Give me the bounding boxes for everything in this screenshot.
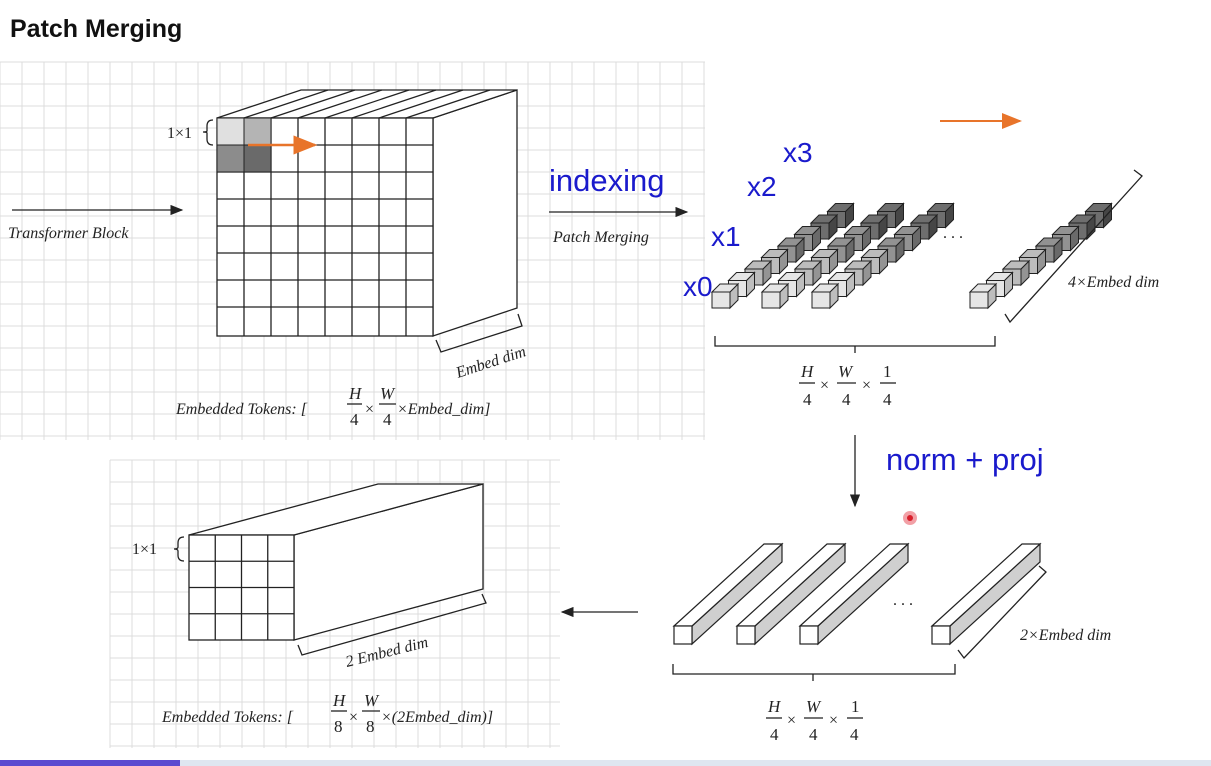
ellipsis-top: . . . — [943, 225, 963, 242]
projected-bar-top — [930, 543, 1042, 627]
width-brace-bottom — [672, 664, 956, 675]
cell-x3 — [243, 144, 272, 173]
transformer-block-label: Transformer Block — [8, 225, 129, 242]
x2-label: x2 — [747, 171, 777, 202]
cell-size-brace — [202, 119, 214, 146]
size-formula-bottom: H 4 × W 4 × 1 4 — [766, 697, 863, 744]
size-den: 4 — [842, 390, 851, 409]
times-sign: × — [829, 712, 838, 729]
indexing-label: indexing — [549, 163, 664, 198]
times-sign: × — [787, 712, 796, 729]
tokens-prefix: Embedded Tokens: [ — [161, 709, 294, 726]
cell-x1 — [243, 117, 272, 146]
cell-x2 — [216, 144, 245, 173]
size-den: 4 — [883, 390, 892, 409]
tokens-h-den: 4 — [350, 410, 359, 429]
cube-top-line — [243, 89, 329, 119]
pointer-dot — [907, 515, 913, 521]
size-one: 1 — [851, 697, 860, 716]
size-den: 4 — [770, 725, 779, 744]
projected-bar-front — [736, 625, 756, 645]
tokens-prefix: Embedded Tokens: [ — [175, 401, 308, 418]
embedded-tokens-formula-bottom: Embedded Tokens: [ H 8 × W 8 ×(2Embed_di… — [161, 691, 493, 736]
tokens-h-den: 8 — [334, 717, 343, 736]
size-h: H — [800, 362, 815, 381]
cube-top-lines — [243, 89, 491, 119]
embedded-tokens-formula-top: Embedded Tokens: [ H 4 × W 4 ×Embed_dim] — [175, 384, 490, 429]
times-sign: × — [820, 377, 829, 394]
ellipsis-bottom: . . . — [893, 592, 913, 609]
x1-label: x1 — [711, 221, 741, 252]
times-sign: × — [349, 709, 358, 726]
tokens-w: W — [380, 384, 396, 403]
two-embed-dim-brace — [957, 565, 1047, 660]
x0-label: x0 — [683, 271, 713, 302]
projected-token-bars — [672, 542, 1042, 646]
size-one: 1 — [883, 362, 892, 381]
bar-segment-front — [761, 291, 781, 309]
embed-dim-brace — [435, 313, 523, 353]
tokens-suffix: ×(2Embed_dim)] — [381, 709, 493, 726]
cube-side-face — [432, 89, 518, 337]
projected-bar-front — [673, 625, 693, 645]
cube-top-line — [378, 89, 464, 119]
cube-top-line — [324, 89, 410, 119]
projected-bar-front — [799, 625, 819, 645]
cube-top-line — [297, 89, 383, 119]
four-embed-dim-label: 4×Embed dim — [1068, 274, 1159, 291]
size-den: 4 — [803, 390, 812, 409]
size-w: W — [806, 697, 822, 716]
merged-token-bars — [710, 202, 1113, 310]
x3-label: x3 — [783, 137, 813, 168]
cube-top-line — [270, 89, 356, 119]
page-title: Patch Merging — [10, 15, 182, 43]
bottom-strip — [0, 760, 1211, 766]
embed-dim-label: Embed dim — [453, 343, 528, 382]
bar-segment-front — [711, 291, 731, 309]
cell-x0 — [216, 117, 245, 146]
times-sign: × — [365, 401, 374, 418]
bar-segment-front — [811, 291, 831, 309]
tokens-w-den: 4 — [383, 410, 392, 429]
tokens-w: W — [364, 691, 380, 710]
cube-top-line — [405, 89, 491, 119]
size-den: 4 — [850, 725, 859, 744]
size-formula-top: H 4 × W 4 × 1 4 — [799, 362, 896, 409]
projected-bar-front — [931, 625, 951, 645]
tokens-h: H — [332, 691, 347, 710]
cell-size-brace-bottom — [173, 536, 185, 562]
downsampled-tokens-cube — [188, 483, 484, 641]
bar-segment-front — [969, 291, 989, 309]
tokens-h: H — [348, 384, 363, 403]
four-embed-dim-brace — [1004, 169, 1143, 324]
patch-merging-label: Patch Merging — [552, 229, 649, 246]
two-embed-dim-brace-bottom — [297, 593, 487, 656]
size-h: H — [767, 697, 782, 716]
times-sign: × — [862, 377, 871, 394]
norm-proj-label: norm + proj — [886, 442, 1044, 477]
tokens-w-den: 8 — [366, 717, 375, 736]
bottom-strip-accent — [0, 760, 180, 766]
cell-size-label-bottom: 1×1 — [132, 541, 157, 558]
width-brace-top — [714, 336, 996, 347]
size-den: 4 — [809, 725, 818, 744]
size-w: W — [838, 362, 854, 381]
cube2-front-grid — [189, 535, 294, 640]
embedded-tokens-cube — [216, 89, 518, 337]
tokens-suffix: ×Embed_dim] — [397, 401, 490, 418]
two-embed-dim-label: 2×Embed dim — [1020, 627, 1111, 644]
cell-size-label: 1×1 — [167, 125, 192, 142]
cube-top-line — [351, 89, 437, 119]
